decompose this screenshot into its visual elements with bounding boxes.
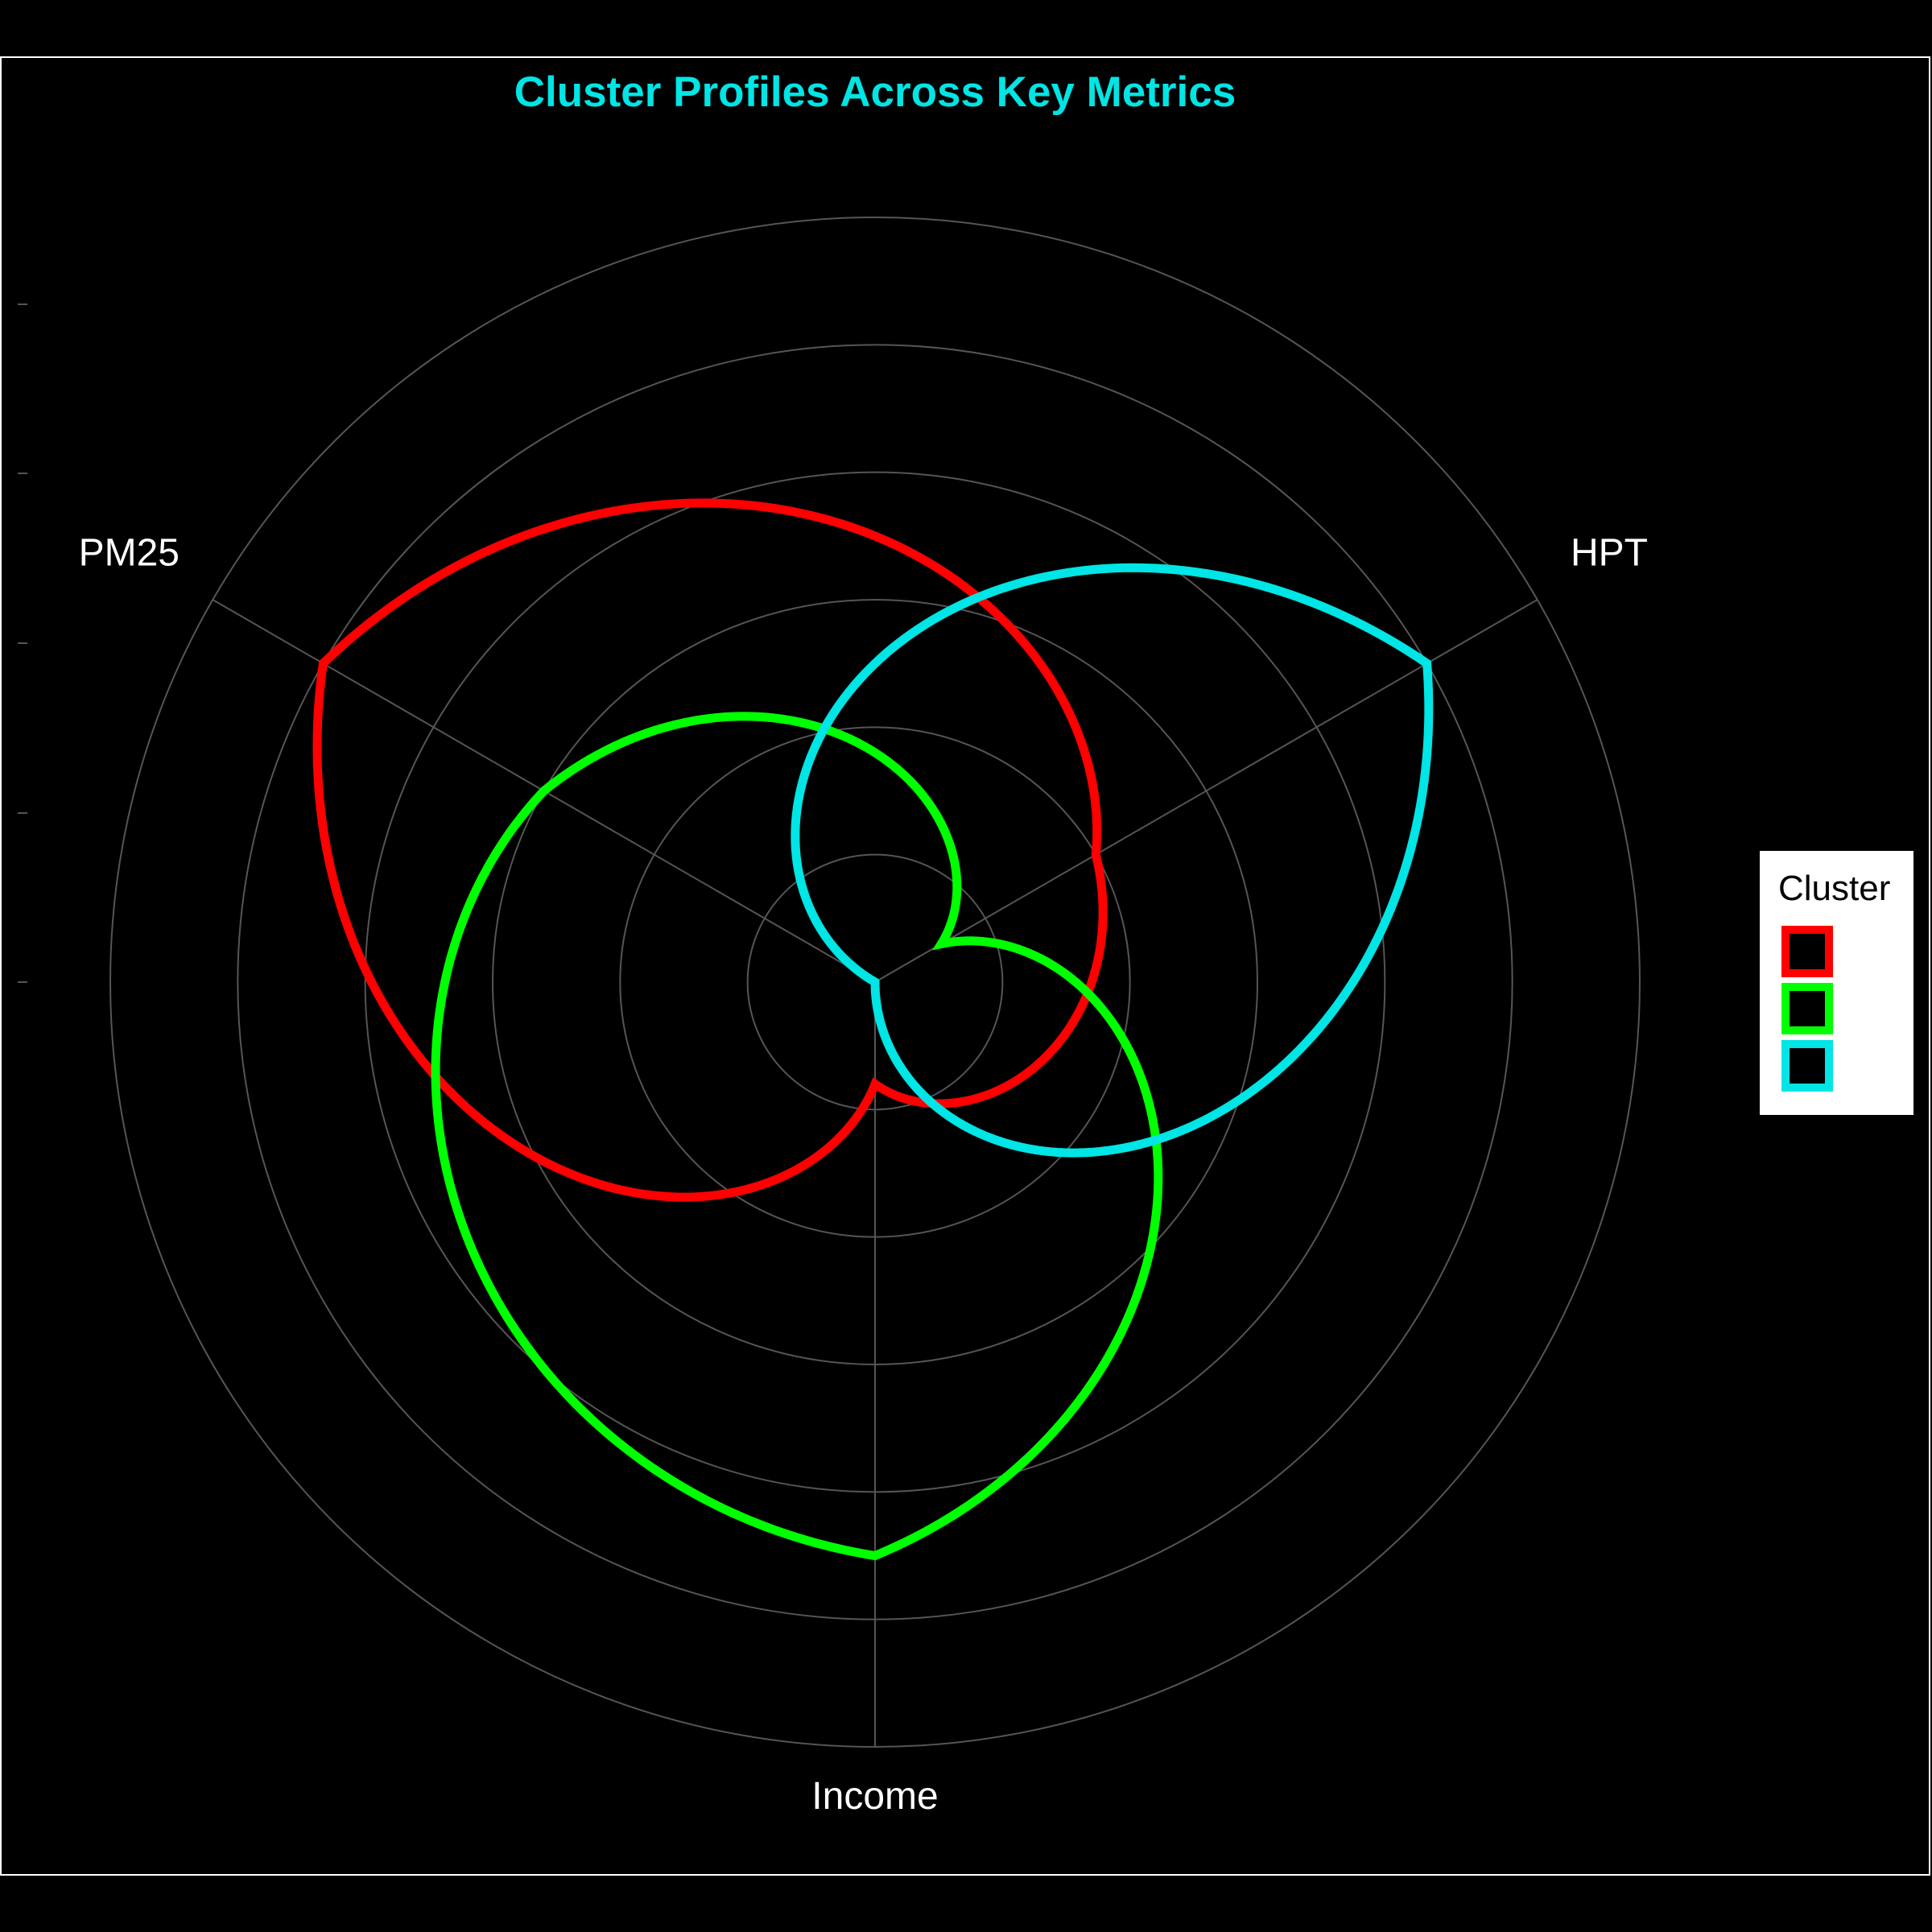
- axis-label-hpt: HPT: [1571, 532, 1648, 575]
- axis-label-income: Income: [811, 1775, 938, 1818]
- radar-grid: [109, 217, 1641, 1748]
- legend-swatch-2: [1781, 983, 1833, 1034]
- legend-swatch-3: [1781, 1040, 1833, 1092]
- radar-series: [312, 498, 1434, 1561]
- series-line-2: [431, 712, 1163, 1561]
- legend-swatch-1: [1781, 926, 1833, 977]
- y-axis-ticks: [18, 303, 27, 983]
- legend-title: Cluster: [1778, 869, 1890, 908]
- axis-label-pm25: PM25: [79, 532, 180, 575]
- panel-border: [0, 56, 1930, 1876]
- axis-labels: PM25 HPT Income: [79, 532, 1648, 1818]
- legend-keys: [1781, 926, 1833, 1092]
- series-line-3: [791, 563, 1434, 1158]
- series-line-1: [312, 498, 1108, 1202]
- legend: Cluster: [1760, 851, 1913, 1115]
- chart-title: Cluster Profiles Across Key Metrics: [514, 68, 1236, 116]
